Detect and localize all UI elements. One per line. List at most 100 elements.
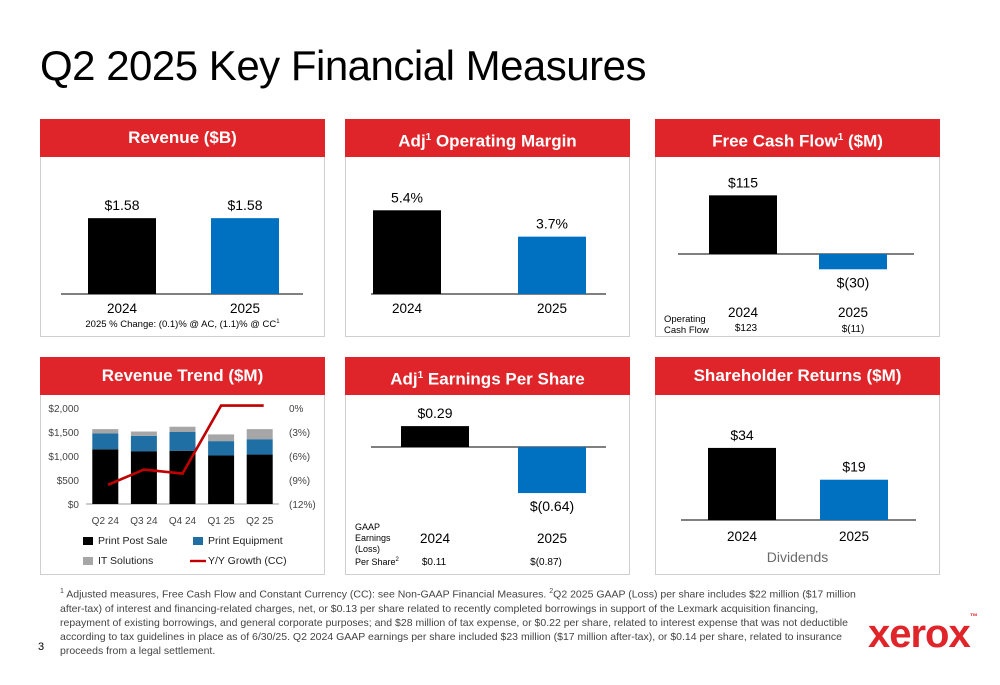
footnote: 1 Adjusted measures, Free Cash Flow and … (60, 585, 860, 658)
trend-legend-label-1: Print Equipment (208, 535, 283, 547)
returns-bar-2024 (708, 447, 776, 520)
margin-panel: Adj1 Operating Margin 5.4% 2024 3.7% 2025 (345, 119, 630, 337)
fcf-category-label-2025: 2025 (838, 305, 868, 320)
eps-data-label-2025: $(0.64) (530, 498, 574, 514)
trend-bar-it-solutions-Q4-24 (169, 426, 196, 432)
trend-y2tick-3: (9%) (289, 476, 310, 487)
trend-growth-line (107, 404, 264, 486)
eps-title-sup: 1 (417, 370, 424, 381)
margin-bar-2024 (373, 210, 441, 294)
trend-ytick-4: $0 (68, 500, 80, 511)
ocf-label-line2: Cash Flow (664, 325, 709, 336)
trend-legend-swatch-0 (83, 537, 93, 545)
eps-title-post: Earnings Per Share (423, 369, 585, 389)
eps-category-label-2024: 2024 (420, 531, 451, 546)
returns-data-label-2024: $34 (730, 427, 754, 443)
eps-panel: Adj1 Earnings Per Share $0.29 2024 $(0.64)… (345, 357, 630, 575)
fcf-bar-2025 (819, 254, 887, 270)
gaap-label-line3: (Loss) (355, 544, 381, 554)
logo-tm: ™ (969, 612, 978, 621)
trend-y2tick-1: (3%) (289, 428, 310, 439)
gaap-value-2024: $0.11 (421, 557, 447, 568)
returns-header: Shareholder Returns ($M) (655, 357, 940, 395)
revenue-data-label-2024: $1.58 (104, 197, 139, 213)
trend-bar-print-equipment-Q4-24 (169, 432, 196, 451)
margin-title-pre: Adj (398, 131, 426, 151)
revenue-bar-2024 (88, 218, 156, 294)
gaap-label-line2: Earnings (355, 533, 391, 543)
fcf-title-post: ($M) (843, 131, 883, 151)
trend-bar-it-solutions-Q1-25 (208, 434, 235, 442)
footnote-part2: Q2 2025 GAAP (Loss) per share includes $… (60, 588, 856, 657)
footnote-part1: Adjusted measures, Free Cash Flow and Co… (66, 588, 547, 601)
trend-category-label-1: Q3 24 (130, 516, 158, 527)
trend-ytick-0: $2,000 (48, 404, 79, 415)
fcf-category-label-2024: 2024 (728, 305, 759, 320)
margin-chart: 5.4% 2024 3.7% 2025 (371, 189, 606, 316)
trend-bar-print-post-sale-Q3-24 (130, 451, 157, 504)
fcf-data-label-2025: $(30) (837, 274, 870, 290)
returns-xlabel: Dividends (766, 549, 829, 565)
trend-header: Revenue Trend ($M) (40, 357, 325, 395)
returns-chart: $34 2024 $19 2025 (681, 427, 916, 544)
logo-text: xerox (868, 612, 971, 656)
eps-data-label-2024: $0.29 (417, 405, 452, 421)
trend-ytick-3: $500 (57, 476, 80, 487)
page-number: 3 (38, 641, 45, 653)
trend-ytick-2: $1,000 (48, 452, 79, 463)
trend-category-label-3: Q1 25 (207, 516, 235, 527)
gaap-label-line4-text: Per Share (355, 557, 396, 567)
revenue-change-note: 2025 % Change: (0.1)% @ AC, (1.1)% @ CC1 (41, 319, 324, 330)
ocf-label: Operating Cash Flow (664, 314, 709, 336)
gaap-label-sup: 2 (395, 557, 399, 563)
gaap-value-2025: $(0.87) (530, 557, 562, 568)
trend-bar-print-equipment-Q1-25 (208, 441, 235, 456)
margin-category-label-2025: 2025 (537, 301, 567, 316)
trend-bar-print-equipment-Q2-24 (92, 433, 119, 450)
revenue-panel: Revenue ($B) $1.58 2024 $1.58 2025 2025 % C… (40, 119, 325, 337)
margin-category-label-2024: 2024 (392, 301, 423, 316)
page-title: Q2 2025 Key Financial Measures (40, 42, 647, 89)
xerox-logo: xerox™ (868, 612, 978, 657)
gaap-eps-label: GAAP Earnings (Loss) Per Share2 (355, 522, 399, 568)
returns-bar-2025 (820, 479, 888, 520)
revenue-bar-2025 (211, 218, 279, 294)
trend-panel: Revenue Trend ($M) $2,000 0% $1,500 (3%) $1,… (40, 357, 325, 575)
trend-legend-swatch-1 (193, 537, 203, 545)
fcf-header: Free Cash Flow1 ($M) (655, 119, 940, 157)
fcf-data-label-2024: $115 (728, 174, 758, 190)
margin-data-label-2025: 3.7% (536, 216, 568, 232)
eps-header: Adj1 Earnings Per Share (345, 357, 630, 395)
ocf-label-line1: Operating (664, 314, 706, 325)
trend-legend-label-2: IT Solutions (98, 555, 153, 567)
revenue-data-label-2025: $1.58 (227, 197, 262, 213)
returns-category-label-2024: 2024 (727, 529, 758, 544)
fcf-bar-2024 (709, 195, 777, 254)
trend-y2tick-0: 0% (289, 404, 304, 415)
revenue-chart: $1.58 2024 $1.58 2025 (61, 197, 303, 316)
fcf-panel: Free Cash Flow1 ($M) $115 2024 $(30) 2025 O… (655, 119, 940, 337)
footnote-sup2: 2 (549, 588, 554, 595)
margin-data-label-2024: 5.4% (391, 189, 423, 205)
margin-header: Adj1 Operating Margin (345, 119, 630, 157)
revenue-category-label-2024: 2024 (107, 301, 138, 316)
trend-ytick-1: $1,500 (48, 428, 79, 439)
eps-category-label-2025: 2025 (537, 531, 567, 546)
fcf-title-pre: Free Cash Flow (712, 131, 838, 151)
ocf-value-2025: $(11) (841, 324, 865, 335)
trend-bar-print-equipment-Q3-24 (130, 435, 157, 452)
trend-legend-label-0: Print Post Sale (98, 535, 168, 547)
eps-bar-2024 (401, 426, 469, 447)
revenue-change-sup: 1 (276, 319, 280, 325)
trend-bar-print-post-sale-Q1-25 (208, 455, 235, 504)
trend-bar-it-solutions-Q2-25 (246, 429, 273, 440)
trend-bar-it-solutions-Q3-24 (130, 431, 157, 436)
trend-bar-it-solutions-Q2-24 (92, 429, 119, 434)
returns-data-label-2025: $19 (842, 459, 866, 475)
eps-bar-2025 (518, 447, 586, 494)
margin-bar-2025 (518, 236, 586, 294)
returns-category-label-2025: 2025 (839, 529, 869, 544)
returns-panel: Shareholder Returns ($M) $34 2024 $19 2025 … (655, 357, 940, 575)
trend-bar-print-equipment-Q2-25 (246, 439, 273, 455)
trend-y2tick-4: (12%) (289, 500, 316, 511)
